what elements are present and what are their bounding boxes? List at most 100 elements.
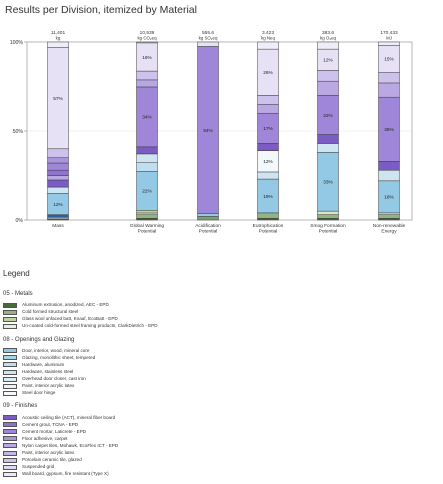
- bar-segment: [136, 41, 158, 44]
- chart-title: Results per Division, itemized by Materi…: [5, 4, 197, 16]
- legend-item-label: Cement mortar, Laticrete - EPD: [22, 428, 87, 434]
- bar-segment: [317, 80, 339, 96]
- legend-swatch: [3, 471, 17, 477]
- bar-segment: [136, 79, 158, 88]
- bar-segment: [136, 70, 158, 81]
- legend-group-title: 05 - Metals: [3, 291, 33, 297]
- bar-total-unit: kg O₃eq: [320, 36, 337, 41]
- legend-item-label: Paint, interior acrylic latex: [22, 383, 75, 389]
- bar-segment: [317, 134, 339, 144]
- bar-segment-label: 33%: [323, 180, 333, 186]
- bar-total-value: 170,433: [380, 30, 398, 36]
- legend-item-label: Cold formed structural steel: [22, 309, 79, 315]
- legend-item-label: Steel door hinge: [22, 390, 56, 396]
- legend-item: Aluminum extrusion, anodized, AEC - EPD: [3, 302, 433, 308]
- legend-swatch: [3, 422, 17, 428]
- bar-total-value: 3.423: [262, 30, 274, 36]
- bar-segment: [47, 186, 69, 194]
- bar-total-unit: kg: [56, 36, 61, 41]
- legend-item: Cement mortar, Laticrete - EPD: [3, 429, 433, 435]
- legend-item: Paint, interior acrylic latex: [3, 450, 433, 456]
- bar-total-unit: kg CO₂eq: [137, 36, 157, 41]
- legend-swatch: [3, 464, 17, 470]
- bar-segment: [378, 72, 400, 84]
- legend-group-title: 08 - Openings and Glazing: [3, 336, 75, 343]
- bar-segment: [136, 153, 158, 163]
- bar-segment-label: 19%: [263, 194, 273, 200]
- legend-item-label: Hardware, stainless steel: [22, 369, 74, 374]
- legend-swatch: [3, 429, 17, 435]
- x-category-label: Smog Formation: [310, 223, 346, 229]
- bar-segment: [136, 214, 158, 219]
- x-category-label: Global Warming: [130, 223, 165, 229]
- bar-segment: [257, 41, 279, 50]
- legend-item: Cement grout, TCNA - EPD: [3, 422, 433, 428]
- legend-item-label: Floor adhesive, carpet: [22, 435, 68, 441]
- legend-swatch: [3, 316, 17, 322]
- legend-item: Overhead door closer, cast iron: [3, 376, 433, 382]
- bar-segment: [197, 216, 219, 221]
- bar-segment-label: 15%: [384, 57, 394, 63]
- x-category-label: Potential: [199, 229, 218, 235]
- legend-swatch: [3, 355, 17, 361]
- bar-segment-label: 12%: [263, 159, 273, 165]
- legend-group: 08 - Openings and Glazing Door, interior,…: [3, 337, 433, 397]
- bar-segment: [257, 104, 279, 114]
- legend-swatch: [3, 390, 17, 396]
- bar-total-unit: kg SO₂eq: [199, 36, 218, 41]
- bar-segment-label: 16%: [142, 55, 152, 61]
- bar-segment-label: 18%: [384, 195, 394, 201]
- x-category-label: Mass: [52, 223, 64, 229]
- x-category-label: Potential: [259, 229, 278, 235]
- legend-swatch: [3, 323, 17, 329]
- bar-segment: [47, 214, 69, 218]
- legend-item-label: Paint, interior acrylic latex: [22, 450, 75, 456]
- bar-segment: [378, 161, 400, 171]
- bar-segment: [47, 41, 69, 48]
- y-tick-label: 50%: [13, 129, 24, 135]
- legend-group: 09 - Finishes Acoustic ceiling tile (ACT)…: [3, 403, 433, 477]
- legend-item: Hardware, aluminum: [3, 362, 433, 368]
- bar-segment-label: 17%: [263, 126, 273, 132]
- bar-total-unit: MJ: [386, 36, 392, 41]
- bar-segment: [257, 217, 279, 221]
- bar-segment-label: 22%: [142, 189, 152, 195]
- legend-title: Legend: [3, 269, 30, 278]
- bar-segment-label: 12%: [323, 58, 333, 64]
- y-tick-label: 0%: [16, 218, 24, 224]
- bar-segment: [317, 210, 339, 215]
- legend-item-label: Wall board, gypsum, fire resistant (Type…: [22, 471, 109, 477]
- bar-segment: [257, 143, 279, 151]
- bar-segment: [197, 41, 219, 47]
- legend-item: Paint, interior acrylic latex: [3, 383, 433, 389]
- legend-item-label: Aluminum extrusion, anodized, AEC - EPD: [22, 302, 109, 308]
- x-category-label: Potential: [138, 229, 157, 235]
- bar-segment: [47, 169, 69, 176]
- bar-segment-label: 57%: [53, 96, 63, 102]
- y-tick-label: 100%: [10, 40, 24, 46]
- legend-item-label: Porcelain ceramic tile, glazed: [22, 457, 82, 463]
- bar-segment: [47, 162, 69, 171]
- bar-segment-label: 36%: [384, 127, 394, 133]
- legend-item: Porcelain ceramic tile, glazed: [3, 457, 433, 463]
- bar-segment: [378, 214, 400, 219]
- bar-total-value: 383.6: [322, 30, 334, 36]
- legend-item: Suspended grid: [3, 464, 433, 470]
- bar-segment: [47, 157, 69, 164]
- legend-item: Glazing, monolithic sheet, tempered: [3, 355, 433, 361]
- legend-item: Cold formed structural steel: [3, 309, 433, 315]
- legend-swatch: [3, 369, 17, 375]
- bar-segment: [136, 162, 158, 172]
- bar-segment: [378, 217, 400, 221]
- bar-segment: [317, 217, 339, 221]
- legend-item-label: Un-coated cold-formed steel framing prod…: [22, 323, 158, 329]
- x-category-label: Eutrophication: [253, 223, 284, 229]
- bar-segment: [47, 179, 69, 188]
- bar-segment: [136, 146, 158, 155]
- legend-swatch: [3, 376, 17, 382]
- legend-swatch: [3, 383, 17, 389]
- bar-segment: [257, 171, 279, 180]
- legend-item-label: Cement grout, TCNA - EPD: [22, 421, 79, 427]
- legend-item-label: Glass wool unfaced batt, Knauf, EcoBatt …: [22, 316, 118, 322]
